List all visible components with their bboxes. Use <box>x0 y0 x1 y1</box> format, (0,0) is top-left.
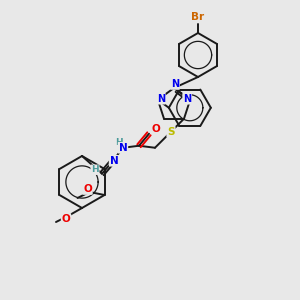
Text: N: N <box>171 79 179 89</box>
Text: H: H <box>115 138 123 147</box>
Text: O: O <box>61 214 70 224</box>
Text: N: N <box>118 143 127 153</box>
Text: N: N <box>110 156 118 166</box>
Text: N: N <box>157 94 165 104</box>
Text: H: H <box>91 165 99 174</box>
Text: Br: Br <box>191 12 205 22</box>
Text: O: O <box>152 124 160 134</box>
Text: O: O <box>83 184 92 194</box>
Text: N: N <box>183 94 191 104</box>
Text: S: S <box>167 127 175 137</box>
